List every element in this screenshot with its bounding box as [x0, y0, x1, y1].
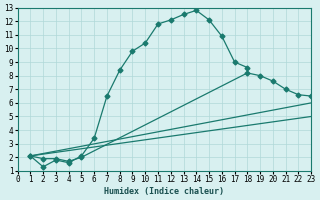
X-axis label: Humidex (Indice chaleur): Humidex (Indice chaleur) — [104, 187, 224, 196]
